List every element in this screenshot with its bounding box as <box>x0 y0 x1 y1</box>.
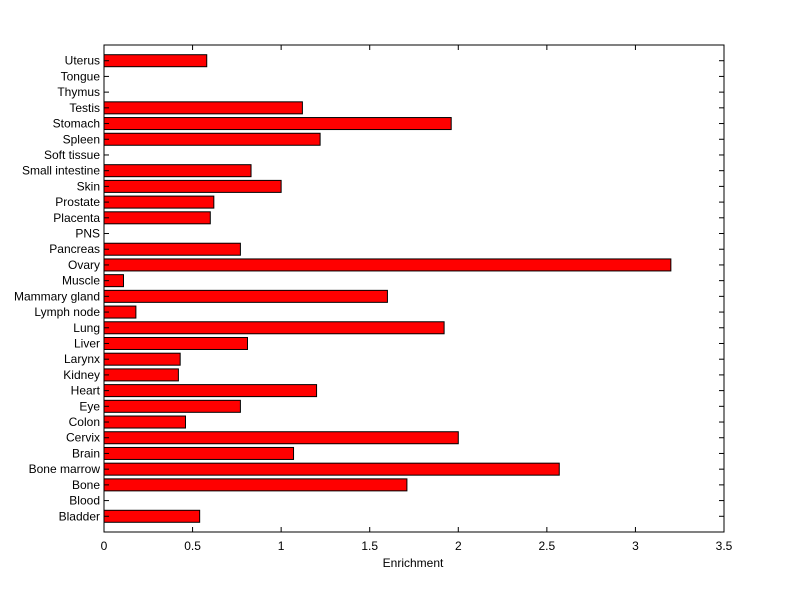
bar <box>103 195 215 209</box>
x-tick-label: 2 <box>455 539 462 553</box>
y-tick-label: PNS <box>75 227 100 241</box>
x-tick-label: 1 <box>278 539 285 553</box>
y-tick-label: Skin <box>77 179 100 193</box>
x-tick-label: 0 <box>101 539 108 553</box>
y-tick-label: Bladder <box>59 509 100 523</box>
y-tick-label: Testis <box>69 101 100 115</box>
bar <box>103 399 241 413</box>
y-tick-label: Spleen <box>63 132 100 146</box>
bar <box>103 431 459 445</box>
bars <box>103 54 672 523</box>
y-tick-label: Thymus <box>57 85 100 99</box>
x-axis-ticks: 0 0.5 1 1.5 2 2.5 3 3.5 <box>101 45 733 553</box>
y-tick-label: Stomach <box>53 117 100 131</box>
x-tick-label: 3.5 <box>716 539 733 553</box>
bar <box>103 321 445 335</box>
y-tick-label: Pancreas <box>49 242 100 256</box>
bar <box>103 509 201 523</box>
y-tick-label: Small intestine <box>22 164 100 178</box>
bar <box>103 478 408 492</box>
y-tick-label: Tongue <box>61 69 101 83</box>
bar <box>103 179 282 193</box>
y-tick-label: Brain <box>72 446 100 460</box>
y-tick-label: Lymph node <box>34 305 100 319</box>
y-tick-label: Cervix <box>66 431 100 445</box>
bar <box>103 384 318 398</box>
bar <box>103 446 295 460</box>
bar <box>103 258 672 272</box>
bar <box>103 336 248 350</box>
y-tick-label: Soft tissue <box>44 148 100 162</box>
y-tick-label: Liver <box>74 336 100 350</box>
y-tick-label: Blood <box>69 494 100 508</box>
x-tick-label: 0.5 <box>184 539 201 553</box>
y-tick-label: Ovary <box>68 258 100 272</box>
bar <box>103 352 181 366</box>
bar <box>103 132 321 146</box>
x-tick-label: 2.5 <box>539 539 556 553</box>
y-tick-label: Bone marrow <box>29 462 101 476</box>
y-tick-label: Uterus <box>65 54 100 68</box>
bar <box>103 164 252 178</box>
y-tick-label: Colon <box>69 415 100 429</box>
x-axis-title: Enrichment <box>383 556 444 570</box>
x-tick-label: 1.5 <box>361 539 378 553</box>
bar <box>103 415 186 429</box>
bar <box>103 101 303 115</box>
bar <box>103 117 452 131</box>
y-tick-label: Bone <box>72 478 100 492</box>
bar <box>103 211 211 225</box>
y-tick-label: Placenta <box>53 211 100 225</box>
y-tick-label: Larynx <box>64 352 100 366</box>
bar <box>103 289 388 303</box>
y-tick-label: Heart <box>71 384 101 398</box>
bar <box>103 462 560 476</box>
y-tick-label: Mammary gland <box>14 289 100 303</box>
x-tick-label: 3 <box>632 539 639 553</box>
bar <box>103 368 179 382</box>
y-tick-label: Prostate <box>55 195 100 209</box>
bar <box>103 54 208 68</box>
y-tick-label: Kidney <box>63 368 100 382</box>
bar <box>103 242 241 256</box>
y-tick-label: Muscle <box>62 274 100 288</box>
y-tick-label: Eye <box>79 399 100 413</box>
y-tick-label: Lung <box>73 321 100 335</box>
